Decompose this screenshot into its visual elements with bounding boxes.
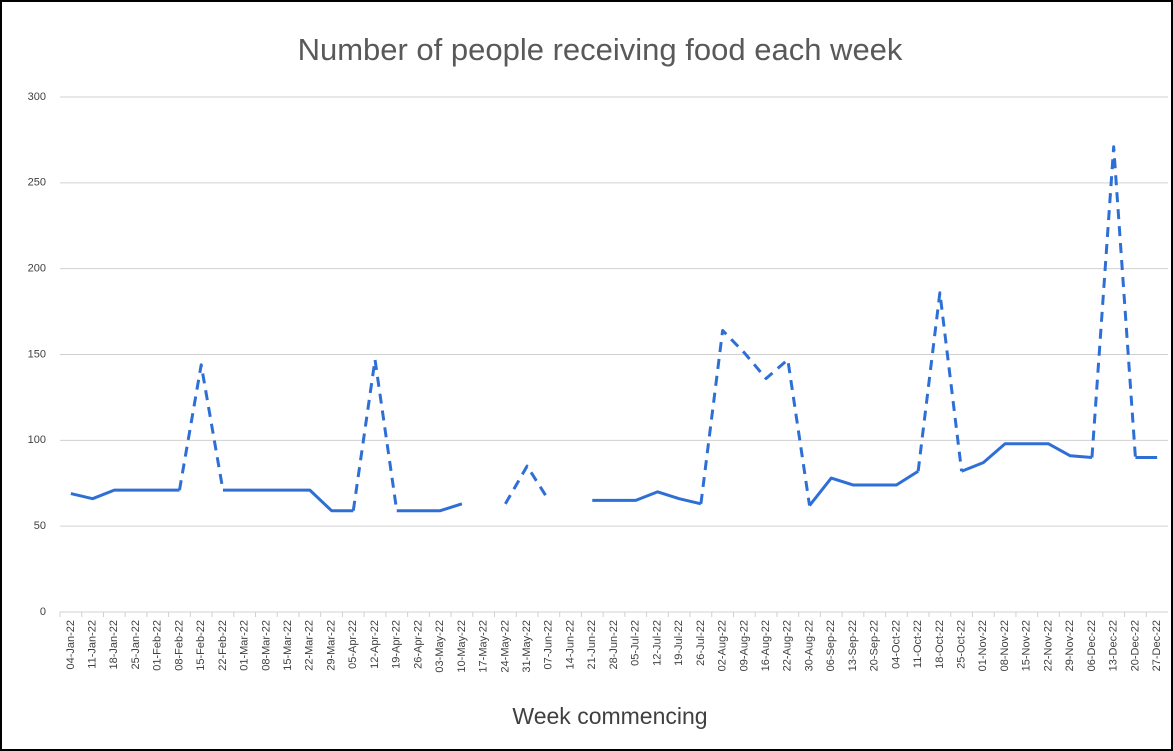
- x-tick-label: 29-Nov-22: [1064, 620, 1076, 671]
- line-segment: [70, 488, 180, 501]
- x-tick-label: 01-Mar-22: [239, 620, 251, 671]
- x-tick-label: 01-Nov-22: [977, 620, 989, 671]
- x-tick-label: 15-Nov-22: [1021, 620, 1033, 671]
- line-segment: [699, 328, 812, 506]
- x-tick-label: 13-Sep-22: [847, 620, 859, 671]
- x-tick-label: 06-Dec-22: [1086, 620, 1098, 671]
- x-tick-label: 12-Apr-22: [369, 620, 381, 669]
- x-tick-label: 05-Jul-22: [630, 620, 642, 666]
- x-tick-label: 09-Aug-22: [738, 620, 750, 671]
- x-tick-label: 04-Jan-22: [65, 620, 77, 670]
- x-tick-label: 08-Nov-22: [999, 620, 1011, 671]
- x-tick-label: 17-May-22: [478, 620, 490, 673]
- x-tick-label: 03-May-22: [434, 620, 446, 673]
- x-tick-label: 29-Mar-22: [325, 620, 337, 671]
- x-tick-label: 10-May-22: [456, 620, 468, 673]
- x-tick-label: 06-Sep-22: [825, 620, 837, 671]
- x-tick-label: 15-Feb-22: [195, 620, 207, 671]
- x-tick-label: 26-Jul-22: [695, 620, 707, 666]
- line-segment: [504, 464, 551, 505]
- line-segment: [396, 502, 463, 513]
- y-tick-label: 250: [28, 177, 46, 189]
- y-tick-label: 50: [34, 520, 46, 532]
- x-tick-label: 22-Aug-22: [782, 620, 794, 671]
- x-tick-label: 08-Mar-22: [260, 620, 272, 671]
- x-tick-label: 18-Jan-22: [108, 620, 120, 670]
- x-tick-label: 24-May-22: [499, 620, 511, 673]
- x-tick-label: 20-Dec-22: [1129, 620, 1141, 671]
- x-tick-label: 25-Jan-22: [130, 620, 142, 670]
- x-tick-label: 26-Apr-22: [412, 620, 424, 669]
- x-tick-label: 22-Nov-22: [1042, 620, 1054, 671]
- line-segment: [916, 291, 964, 472]
- x-tick-label: 25-Oct-22: [956, 620, 968, 669]
- y-tick-label: 0: [40, 606, 46, 618]
- x-tick-label: 20-Sep-22: [869, 620, 881, 671]
- x-axis-title: Week commencing: [512, 703, 707, 729]
- x-tick-label: 07-Jun-22: [543, 620, 555, 670]
- x-tick-label: 01-Feb-22: [152, 620, 164, 671]
- x-tick-label: 31-May-22: [521, 620, 533, 673]
- line-segment: [961, 442, 1093, 473]
- line-segment: [222, 488, 354, 513]
- x-tick-label: 08-Feb-22: [173, 620, 185, 671]
- y-tick-label: 300: [28, 91, 46, 103]
- x-tick-label: 22-Mar-22: [304, 620, 316, 671]
- x-tick-label: 19-Jul-22: [673, 620, 685, 666]
- line-segment: [808, 469, 919, 507]
- x-tick-label: 30-Aug-22: [803, 620, 815, 671]
- x-tick-label: 21-Jun-22: [586, 620, 598, 670]
- x-tick-label: 12-Jul-22: [651, 620, 663, 666]
- x-tick-label: 04-Oct-22: [890, 620, 902, 669]
- line-segment: [592, 490, 702, 506]
- x-tick-label: 28-Jun-22: [608, 620, 620, 670]
- x-tick-label: 14-Jun-22: [564, 620, 576, 670]
- x-tick-label: 05-Apr-22: [347, 620, 359, 669]
- x-tick-label: 16-Aug-22: [760, 620, 772, 671]
- chart-title: Number of people receiving food each wee…: [298, 32, 903, 67]
- x-tick-label: 13-Dec-22: [1108, 620, 1120, 671]
- y-tick-label: 100: [28, 434, 46, 446]
- x-tick-label: 11-Oct-22: [912, 620, 924, 668]
- x-tick-label: 18-Oct-22: [934, 620, 946, 669]
- y-tick-label: 200: [28, 263, 46, 275]
- line-segment: [1090, 145, 1137, 458]
- x-tick-label: 19-Apr-22: [391, 620, 403, 669]
- x-tick-label: 27-Dec-22: [1151, 620, 1163, 671]
- x-tick-label: 15-Mar-22: [282, 620, 294, 671]
- line-segment: [178, 363, 225, 491]
- x-tick-label: 22-Feb-22: [217, 620, 229, 671]
- y-tick-label: 150: [28, 348, 46, 360]
- x-tick-label: 02-Aug-22: [717, 620, 729, 671]
- x-tick-label: 11-Jan-22: [86, 620, 98, 669]
